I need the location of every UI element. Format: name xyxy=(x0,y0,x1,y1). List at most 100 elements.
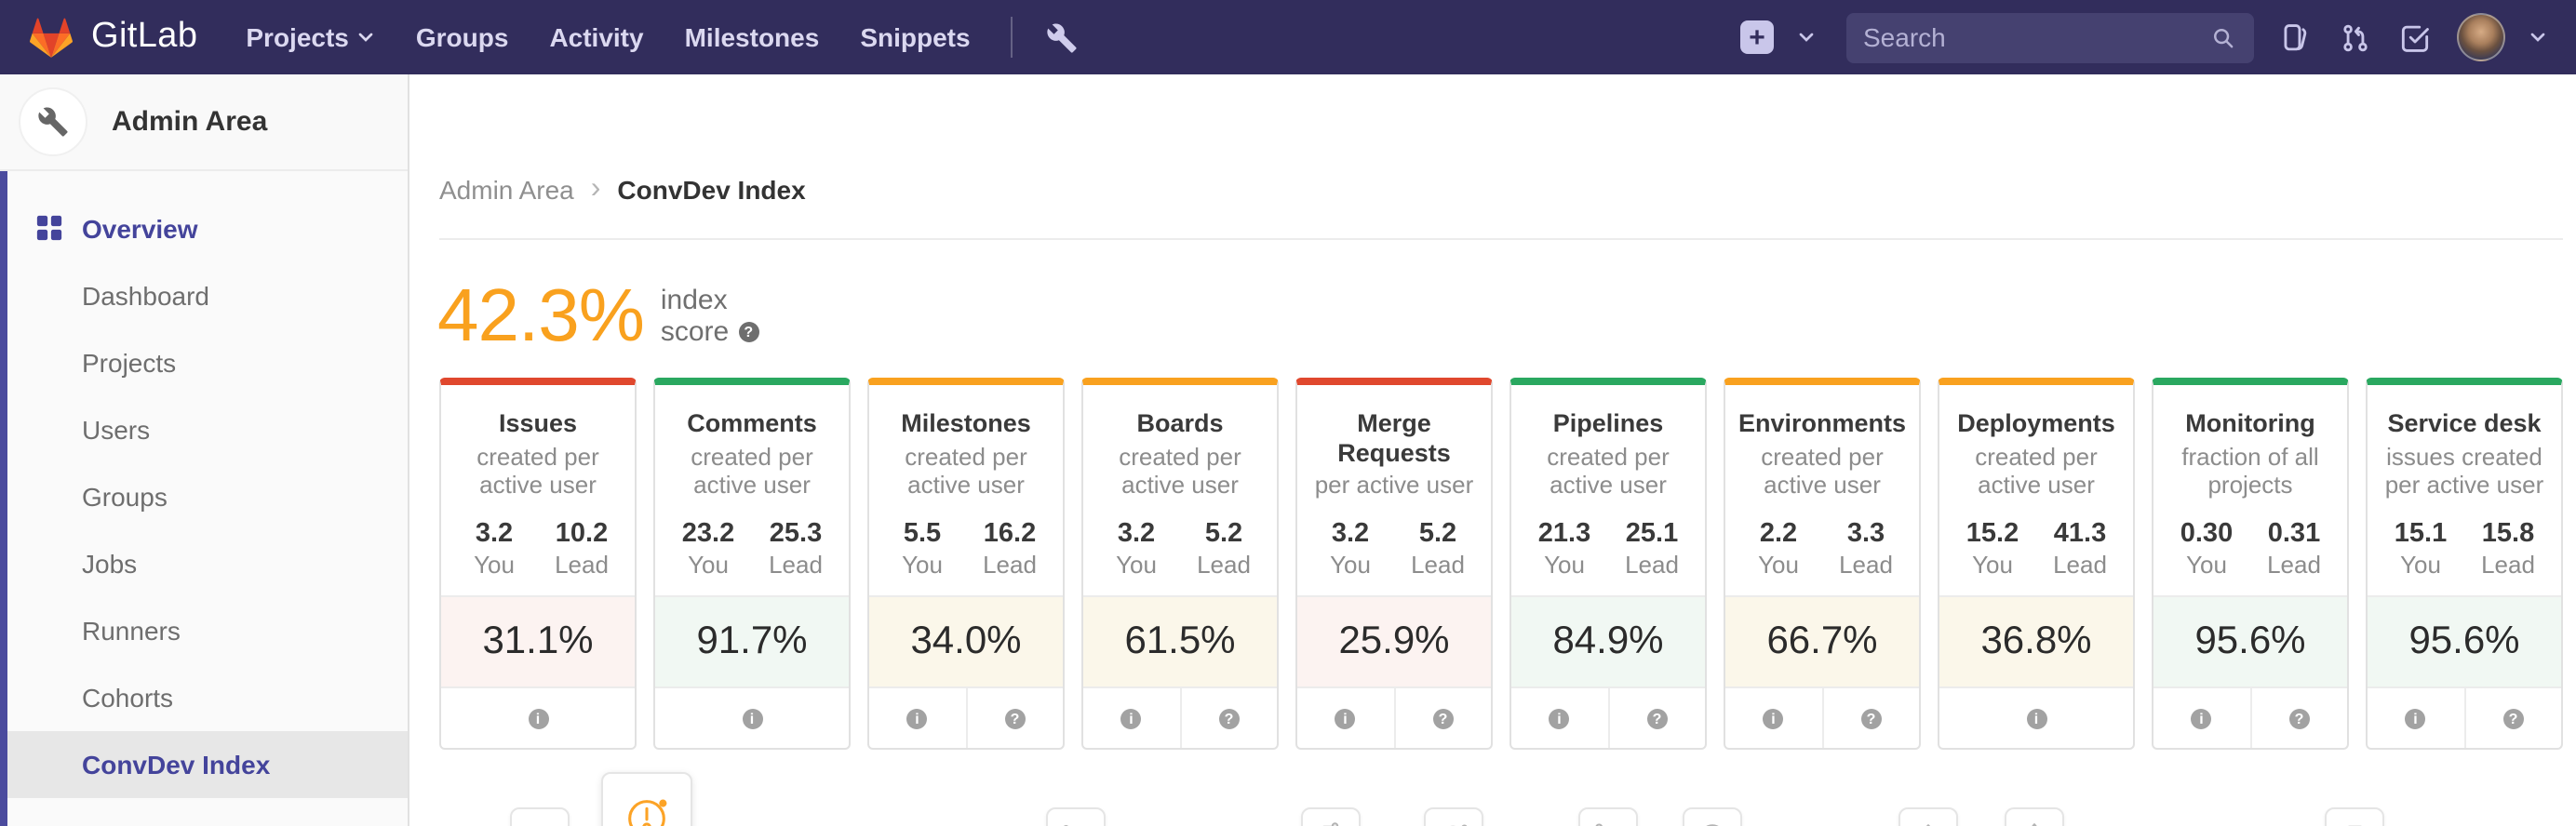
card-header: Service desk issues created per active u… xyxy=(2368,385,2561,595)
you-column: 5.5 You xyxy=(879,519,966,579)
sidebar-nav: Overview Dashboard Projects Users Groups… xyxy=(0,171,408,798)
info-icon: i xyxy=(2026,708,2046,728)
breadcrumb-admin-area[interactable]: Admin Area xyxy=(439,175,574,205)
user-avatar[interactable] xyxy=(2457,13,2505,61)
chevron-down-icon xyxy=(359,33,374,42)
metric-card: Deployments created per active user 15.2… xyxy=(1938,378,2135,750)
sidebar-item-label: Overview xyxy=(82,214,198,244)
score-help-icon[interactable]: ? xyxy=(738,322,759,343)
help-button[interactable]: ? xyxy=(1393,688,1491,748)
card-score-value: 31.1% xyxy=(482,620,594,662)
card-title: Comments xyxy=(687,409,817,437)
you-value: 3.2 xyxy=(1331,519,1370,549)
info-button[interactable]: i xyxy=(655,688,849,748)
sidebar-item-cohorts[interactable]: Cohorts xyxy=(82,683,174,713)
card-header: Milestones created per active user 5.5 Y… xyxy=(869,385,1063,595)
card-values: 3.2 You 10.2 Lead xyxy=(450,519,625,579)
card-header: Pipelines created per active user 21.3 Y… xyxy=(1511,385,1705,595)
card-description: created per active user xyxy=(1761,442,1884,500)
card-footer: i ? xyxy=(1725,688,1919,748)
todos-icon[interactable] xyxy=(2397,20,2433,55)
info-button[interactable]: i xyxy=(441,688,635,748)
lead-column: 16.2 Lead xyxy=(966,519,1053,579)
help-button[interactable]: ? xyxy=(1179,688,1277,748)
card-score-value: 84.9% xyxy=(1552,620,1664,662)
nav-divider xyxy=(1011,17,1013,58)
card-title: Pipelines xyxy=(1552,409,1664,437)
lead-column: 25.3 Lead xyxy=(752,519,839,579)
sidebar-item-projects[interactable]: Projects xyxy=(82,348,177,378)
help-icon: ? xyxy=(1646,708,1668,728)
metric-card: Environments created per active user 2.2… xyxy=(1724,378,1921,750)
info-icon: i xyxy=(1549,708,1570,728)
gitlab-logo[interactable]: GitLab xyxy=(30,16,197,59)
info-button[interactable]: i xyxy=(1083,688,1179,748)
wrench-icon xyxy=(38,107,68,137)
info-button[interactable]: i xyxy=(1939,688,2133,748)
you-label: You xyxy=(1330,551,1371,579)
search-box xyxy=(1846,12,2254,62)
nav-groups[interactable]: Groups xyxy=(415,22,509,52)
stage-code xyxy=(1301,807,1361,826)
active-section-indicator xyxy=(0,171,7,826)
card-score: 34.0% xyxy=(869,595,1063,688)
nav-projects[interactable]: Projects xyxy=(246,22,375,52)
help-button[interactable]: ? xyxy=(2463,688,2561,748)
info-button[interactable]: i xyxy=(1725,688,1821,748)
issues-icon[interactable] xyxy=(2278,20,2314,55)
search-input[interactable] xyxy=(1863,22,2209,52)
card-values: 5.5 You 16.2 Lead xyxy=(879,519,1053,579)
lead-value: 25.1 xyxy=(1625,519,1679,549)
new-dropdown-button[interactable]: + xyxy=(1740,20,1774,54)
card-description: created per active user xyxy=(905,442,1027,500)
you-column: 3.2 You xyxy=(450,519,538,579)
lead-column: 25.1 Lead xyxy=(1608,519,1696,579)
card-score: 91.7% xyxy=(655,595,849,688)
brand-wordmark: GitLab xyxy=(91,17,198,56)
metric-card: Service desk issues created per active u… xyxy=(2366,378,2563,750)
lead-label: Lead xyxy=(769,551,823,579)
help-icon: ? xyxy=(1860,708,1882,728)
info-button[interactable]: i xyxy=(869,688,965,748)
you-column: 15.2 You xyxy=(1949,519,2036,579)
index-score-label-line1: index xyxy=(660,284,728,316)
sidebar-item-dashboard[interactable]: Dashboard xyxy=(82,281,209,311)
admin-wrench-icon[interactable] xyxy=(1047,21,1079,53)
info-button[interactable]: i xyxy=(2153,688,2249,748)
sidebar-item-overview[interactable]: Overview xyxy=(0,195,408,262)
sidebar-item-jobs[interactable]: Jobs xyxy=(82,549,138,579)
card-footer: i ? xyxy=(869,688,1063,748)
lead-label: Lead xyxy=(2053,551,2107,579)
metric-cards-row: Issues created per active user 3.2 You 1… xyxy=(439,378,2563,750)
sidebar-item-groups[interactable]: Groups xyxy=(82,482,168,512)
chevron-down-icon[interactable] xyxy=(2529,32,2546,43)
you-value: 2.2 xyxy=(1759,519,1798,549)
sidebar-header[interactable]: Admin Area xyxy=(0,74,408,171)
nav-activity[interactable]: Activity xyxy=(549,22,644,52)
info-button[interactable]: i xyxy=(1511,688,1607,748)
help-button[interactable]: ? xyxy=(965,688,1063,748)
nav-milestones[interactable]: Milestones xyxy=(684,22,820,52)
nav-snippets[interactable]: Snippets xyxy=(860,22,971,52)
info-button[interactable]: i xyxy=(2368,688,2463,748)
devops-stage-timeline: ISSUE xyxy=(409,74,2576,826)
card-description: fraction of all projects xyxy=(2181,442,2319,500)
merge-request-icon[interactable] xyxy=(2338,20,2373,55)
card-score: 25.9% xyxy=(1297,595,1491,688)
card-title: Service desk xyxy=(2387,409,2542,437)
card-description: per active user xyxy=(1314,471,1474,500)
sidebar-item-runners[interactable]: Runners xyxy=(82,616,181,646)
info-button[interactable]: i xyxy=(1297,688,1393,748)
help-button[interactable]: ? xyxy=(1607,688,1705,748)
card-header: Deployments created per active user 15.2… xyxy=(1939,385,2133,595)
chevron-down-icon[interactable] xyxy=(1798,32,1815,43)
lead-value: 15.8 xyxy=(2481,519,2535,549)
production-launch-icon xyxy=(2031,822,2038,826)
help-button[interactable]: ? xyxy=(2249,688,2347,748)
help-button[interactable]: ? xyxy=(1821,688,1919,748)
you-label: You xyxy=(2400,551,2441,579)
sidebar-item-users[interactable]: Users xyxy=(82,415,151,445)
card-score-value: 61.5% xyxy=(1124,620,1236,662)
sidebar-item-convdev-index[interactable]: ConvDev Index xyxy=(0,731,408,798)
card-header: Environments created per active user 2.2… xyxy=(1725,385,1919,595)
